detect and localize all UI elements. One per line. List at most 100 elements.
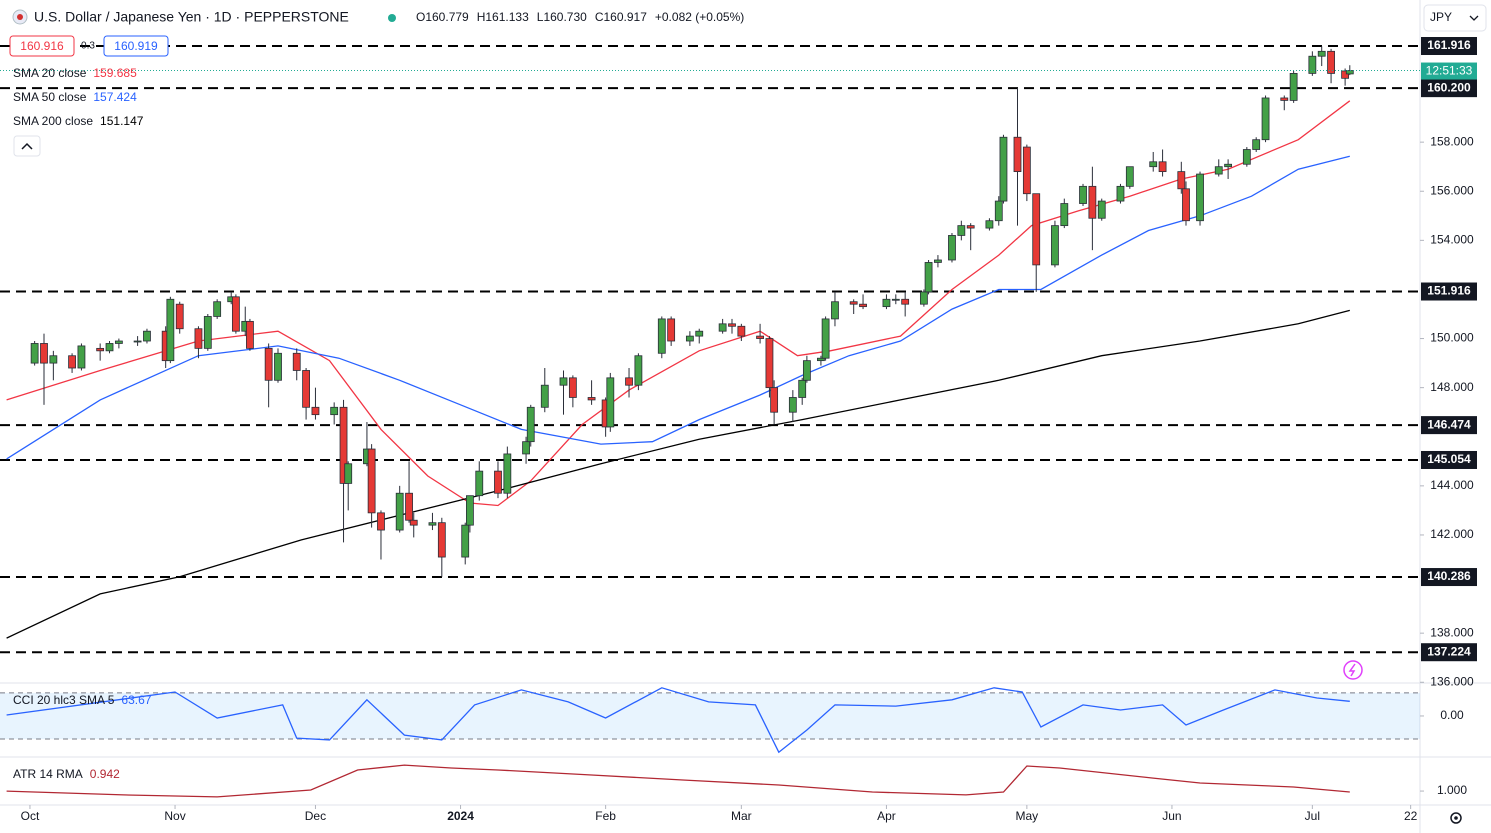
candle-body (1308, 55, 1317, 74)
y-tick-label: 154.000 (1430, 233, 1474, 247)
legend-name[interactable]: ATR 14 RMA (13, 767, 83, 781)
candle-body (625, 377, 633, 386)
level-label-box (1421, 79, 1477, 98)
candle-body (213, 301, 222, 317)
candle-body (802, 360, 811, 381)
collapse-button[interactable] (13, 135, 41, 157)
candle-body (437, 522, 446, 558)
candle-body (1013, 136, 1022, 173)
candle-body (1032, 193, 1041, 266)
candle-body (377, 512, 385, 531)
candle-body (302, 370, 310, 408)
candle-body (1196, 173, 1204, 222)
buy-price[interactable]: 160.919 (114, 39, 158, 53)
candle-body (1182, 188, 1190, 222)
settings-icon-center (1454, 816, 1458, 820)
legend-name[interactable]: SMA 50 close (13, 90, 87, 104)
candle-body (405, 492, 413, 521)
level-label: 145.054 (1427, 452, 1471, 466)
legend-value[interactable]: 157.424 (93, 90, 137, 104)
legend-value[interactable]: 0.942 (90, 767, 120, 781)
y-tick-label: 156.000 (1430, 183, 1474, 197)
candle-body (1088, 185, 1097, 219)
x-tick-label: Nov (164, 809, 185, 823)
candle-body (494, 470, 502, 494)
candle-body (40, 343, 48, 364)
candle-body (934, 259, 942, 263)
candle-body (901, 298, 910, 305)
ohlc-value: C160.917 (595, 10, 647, 24)
candle-body (859, 303, 867, 308)
buy-box[interactable] (103, 35, 169, 57)
ohlc-value: O160.779 (416, 10, 469, 24)
candle-body (1116, 185, 1125, 202)
countdown-box (1421, 62, 1477, 80)
candle-body (587, 397, 596, 401)
candle-body (1252, 139, 1261, 150)
candle-body (948, 235, 956, 261)
candle-body (475, 470, 484, 497)
ohlc-value: L160.730 (537, 10, 587, 24)
level-label: 146.474 (1427, 417, 1471, 431)
candle-body (339, 406, 348, 484)
candle-body (49, 355, 58, 364)
candle-body (798, 379, 807, 398)
candle-body (849, 301, 858, 305)
settings-icon[interactable] (1450, 812, 1462, 824)
candle-body (503, 453, 512, 494)
level-label: 151.916 (1427, 284, 1471, 298)
candle-body (667, 318, 676, 342)
legend-value[interactable]: 159.685 (93, 66, 137, 80)
level-label-box (1421, 37, 1477, 56)
sell-price[interactable]: 160.916 (20, 39, 64, 53)
candle-body (166, 298, 175, 362)
sell-box[interactable] (9, 35, 75, 57)
currency-selector[interactable] (1423, 4, 1487, 32)
level-label: 161.916 (1427, 38, 1471, 52)
candle-body (96, 347, 105, 352)
market-status[interactable] (388, 14, 396, 22)
candle-body (1261, 97, 1270, 141)
candle-body (737, 325, 746, 337)
candle-body (1158, 161, 1167, 173)
candle-body (559, 377, 568, 386)
candle-body (882, 298, 891, 308)
candle-body (175, 303, 184, 330)
candle-body (311, 406, 320, 416)
legend-name[interactable]: CCI 20 hlc3 SMA 5 (13, 693, 115, 707)
candle-body (1327, 50, 1335, 74)
candle-body (143, 330, 151, 342)
candle-body (985, 220, 994, 229)
candle-body (606, 377, 615, 428)
candle-body (919, 291, 928, 305)
y-tick-label: 138.000 (1430, 625, 1474, 639)
x-tick-label: 22 (1404, 809, 1418, 823)
candle-body (292, 352, 301, 371)
alert-icon[interactable] (1343, 660, 1363, 680)
candle-body (274, 352, 282, 381)
candle-body (1214, 166, 1223, 175)
legend-value[interactable]: 151.147 (100, 114, 144, 128)
candle-body (231, 296, 240, 332)
currency[interactable]: JPY (1430, 10, 1452, 24)
y-tick-label: 0.00 (1440, 708, 1464, 722)
y-tick-label: 158.000 (1430, 134, 1474, 148)
candle-body (1289, 73, 1298, 101)
spread: 0.3 (81, 41, 95, 52)
indicator-line (6, 309, 1350, 639)
ohlc-value: +0.082 (+0.05%) (655, 10, 744, 24)
candle-body (1149, 161, 1158, 168)
candle-body (718, 323, 727, 332)
level-label: 137.224 (1427, 644, 1471, 658)
candle-body (395, 492, 404, 531)
alert-icon-bolt (1348, 663, 1356, 677)
legend-name[interactable]: SMA 200 close (13, 114, 93, 128)
legend-name[interactable]: SMA 20 close (13, 66, 87, 80)
candle-body (957, 225, 966, 236)
candle-body (788, 397, 797, 413)
candle-body (367, 448, 376, 514)
legend-value[interactable]: 63.67 (121, 693, 151, 707)
y-tick-label: 150.000 (1430, 331, 1474, 345)
